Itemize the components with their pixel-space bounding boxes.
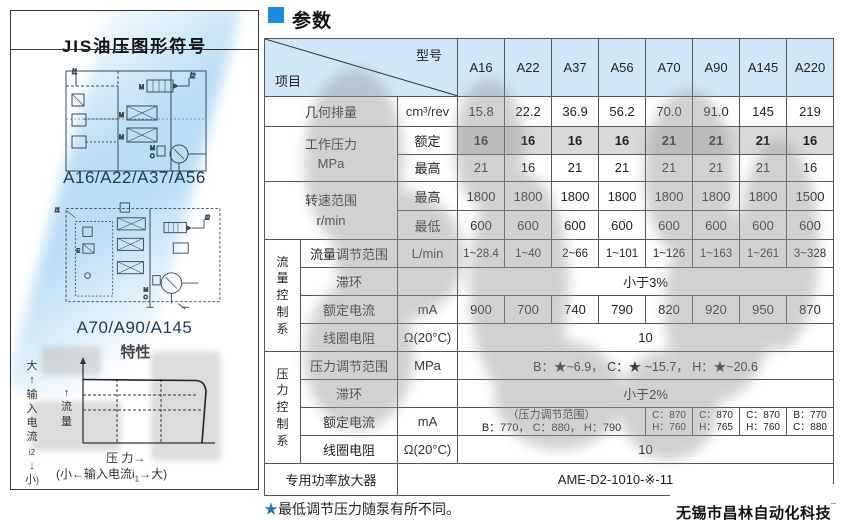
svg-text:M: M (119, 135, 124, 141)
svg-text:O: O (143, 295, 148, 301)
svg-text:i1: i1 (55, 207, 60, 214)
svg-text:E: E (76, 248, 80, 254)
svg-text:i2: i2 (190, 73, 196, 80)
svg-text:O: O (150, 154, 155, 160)
svg-text:M: M (150, 146, 155, 152)
svg-text:M: M (139, 85, 144, 91)
svg-text:i2: i2 (205, 215, 210, 222)
svg-text:M: M (119, 113, 124, 119)
svg-text:i1: i1 (72, 69, 78, 76)
svg-text:M: M (143, 287, 148, 293)
